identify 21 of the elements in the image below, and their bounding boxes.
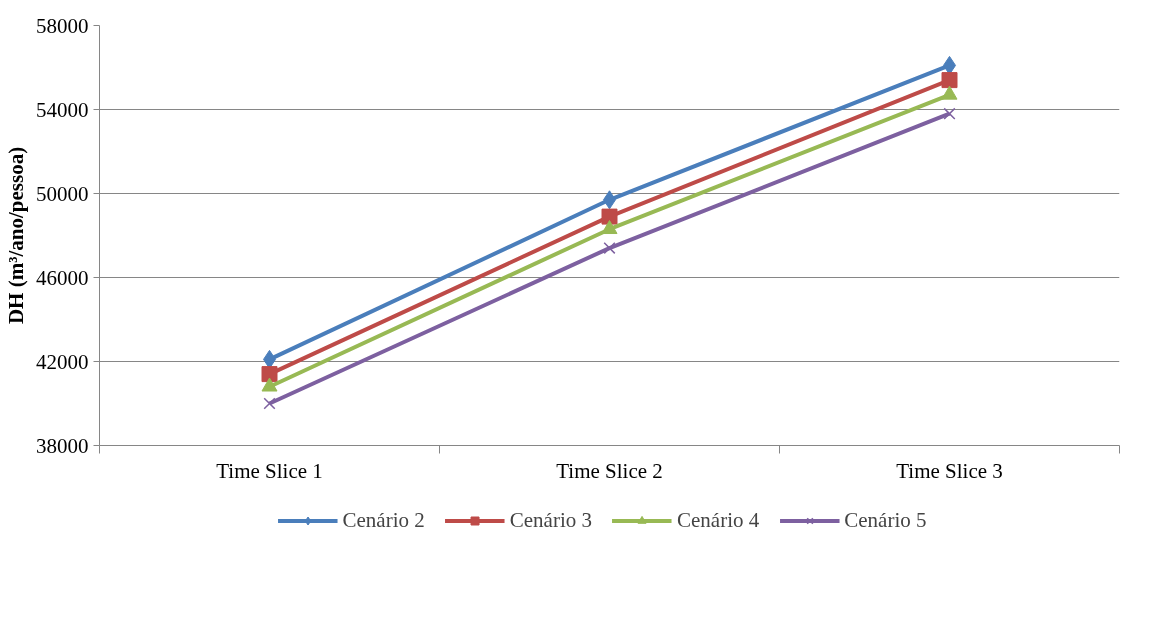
y-tick-label: 50000 [36, 181, 89, 206]
y-tick-label: 42000 [36, 349, 89, 374]
legend-label: Cenário 2 [342, 507, 425, 533]
point [263, 397, 276, 410]
legend-label: Cenário 3 [509, 507, 592, 533]
x-tick-label: Time Slice 3 [896, 458, 1003, 483]
y-tick-label: 38000 [36, 433, 89, 458]
y-tick-label: 46000 [36, 265, 89, 290]
y-tick-label: 58000 [36, 13, 89, 38]
point [603, 242, 616, 255]
point [261, 366, 278, 383]
x-tick-label: Time Slice 2 [556, 458, 663, 483]
y-tick-label: 54000 [36, 97, 89, 122]
y-axis-title: DH (m³/ano/pessoa) [4, 146, 28, 325]
legend-label: Cenário 4 [677, 507, 760, 533]
legend-label: Cenário 5 [844, 507, 927, 533]
x-tick-label: Time Slice 1 [216, 458, 323, 483]
point [943, 107, 956, 120]
point [601, 208, 618, 225]
point [601, 220, 618, 235]
point [941, 72, 958, 89]
